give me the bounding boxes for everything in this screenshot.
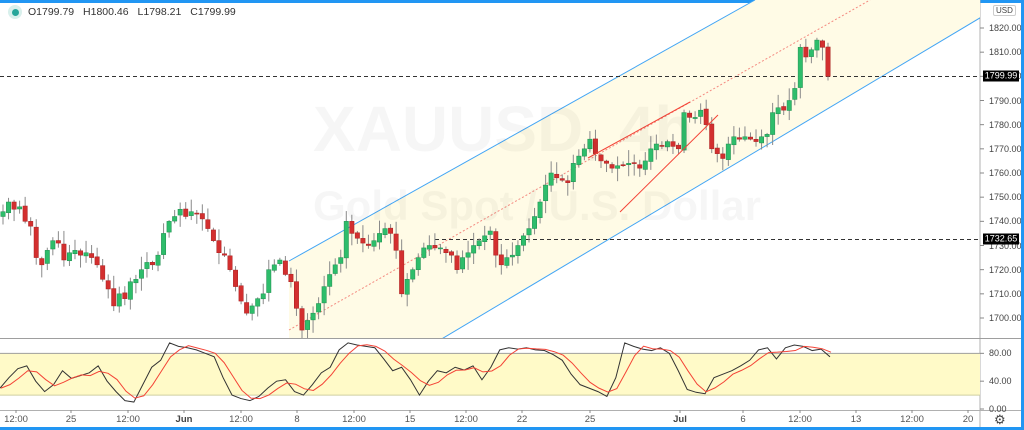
time-tick-label: 12:00 bbox=[900, 414, 924, 425]
oscillator-tick-label: 80.00 bbox=[989, 348, 1012, 359]
current-price-badge: 1799.99 bbox=[983, 70, 1019, 82]
marked-level-badge: 1732.65 bbox=[983, 233, 1019, 245]
price-tick-label: 1730.00 bbox=[989, 240, 1022, 251]
oscillator-tick-label: 0.00 bbox=[989, 404, 1007, 414]
price-tick-label: 1820.00 bbox=[989, 23, 1022, 33]
legend-low: L1798.21 bbox=[137, 6, 182, 18]
time-tick-label: 15 bbox=[404, 414, 416, 425]
time-tick-label: 25 bbox=[65, 414, 77, 425]
time-tick-label: 25 bbox=[584, 414, 596, 425]
time-tick-label: 12:00 bbox=[788, 414, 812, 425]
window-top-border bbox=[0, 0, 1024, 3]
time-tick-label: 6 bbox=[740, 414, 746, 425]
time-tick-label: 12:00 bbox=[342, 414, 366, 425]
time-tick-label: 12:00 bbox=[454, 414, 478, 425]
time-tick-label: 22 bbox=[516, 414, 528, 425]
price-tick-label: 1750.00 bbox=[989, 192, 1022, 203]
price-tick-label: 1770.00 bbox=[989, 143, 1022, 154]
price-tick-label: 1720.00 bbox=[989, 264, 1022, 275]
market-status-icon[interactable] bbox=[8, 5, 22, 19]
time-tick-label: 20 bbox=[962, 414, 974, 425]
oscillator-tick-label: 40.00 bbox=[989, 376, 1012, 387]
time-tick-label: 12:00 bbox=[229, 414, 253, 425]
time-tick-label: 12:00 bbox=[4, 414, 28, 425]
time-tick-label: 8 bbox=[294, 414, 300, 425]
price-tick-label: 1790.00 bbox=[989, 95, 1022, 106]
time-tick-label: Jun bbox=[175, 414, 193, 425]
window-right-border bbox=[1021, 0, 1024, 430]
legend-high: H1800.46 bbox=[83, 6, 129, 18]
price-tick-label: 1810.00 bbox=[989, 47, 1022, 58]
window-bottom-border bbox=[0, 427, 1024, 430]
time-tick-label: Jul bbox=[673, 414, 687, 425]
time-tick-label: 13 bbox=[850, 414, 862, 425]
currency-label[interactable]: USD bbox=[993, 5, 1016, 16]
price-tick-label: 1700.00 bbox=[989, 313, 1022, 323]
price-tick-label: 1740.00 bbox=[989, 216, 1022, 227]
price-tick-label: 1710.00 bbox=[989, 288, 1022, 299]
legend-open: O1799.79 bbox=[28, 6, 75, 18]
settings-gear-icon[interactable]: ⚙ bbox=[994, 412, 1006, 427]
ohlc-legend: O1799.79 H1800.46 L1798.21 C1799.99 bbox=[8, 5, 242, 19]
price-tick-label: 1780.00 bbox=[989, 119, 1022, 130]
price-tick-label: 1760.00 bbox=[989, 168, 1022, 178]
legend-close: C1799.99 bbox=[190, 6, 236, 18]
time-tick-label: 12:00 bbox=[116, 414, 140, 425]
